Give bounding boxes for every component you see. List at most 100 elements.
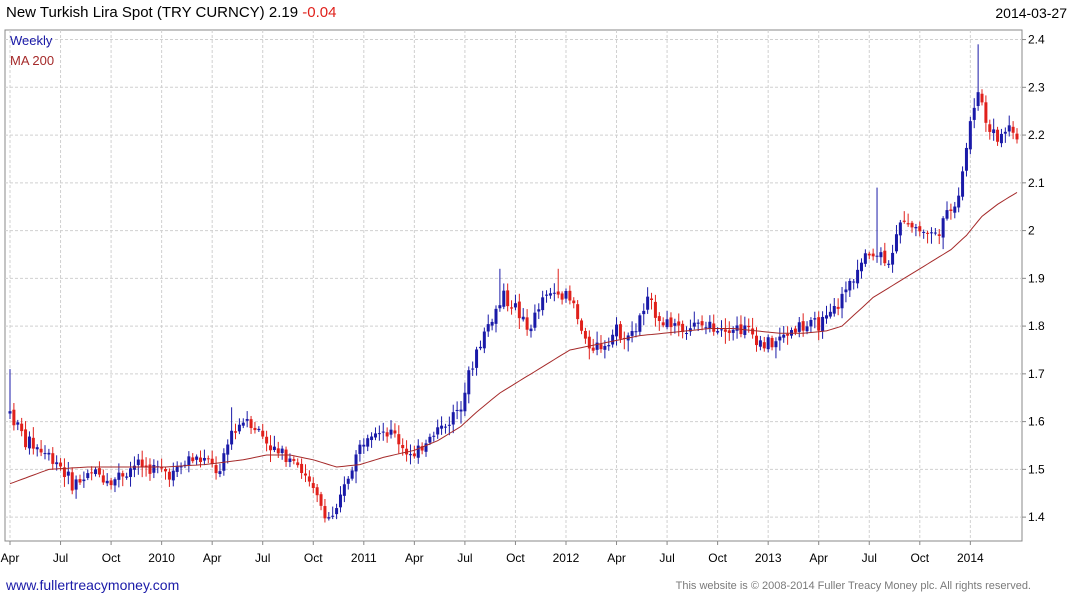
x-tick-label: 2013 [755, 551, 782, 565]
candle-body [160, 467, 164, 469]
candle-body [681, 323, 685, 333]
candle-body [51, 453, 55, 464]
candle-body [284, 449, 288, 463]
x-tick-label: Apr [405, 551, 424, 565]
candle-body [276, 448, 280, 454]
candle-body [373, 433, 377, 438]
candle-body [556, 291, 560, 295]
legend-entry: Weekly [10, 33, 53, 48]
candle-body [249, 419, 253, 429]
candle-body [859, 262, 863, 272]
candle-body [471, 368, 475, 370]
candle-body [941, 218, 945, 238]
candle-body [27, 436, 31, 449]
candle-body [587, 336, 591, 349]
candle-body [840, 293, 844, 309]
candle-body [117, 472, 121, 480]
candle-body [926, 232, 930, 234]
candle-body [793, 328, 797, 333]
candle-body [634, 331, 638, 333]
candle-body [836, 306, 840, 309]
candle-body [883, 250, 887, 264]
candle-body [513, 303, 517, 308]
candle-body [463, 392, 467, 412]
site-link[interactable]: www.fullertreacymoney.com [6, 577, 180, 593]
candle-body [572, 300, 576, 304]
candle-body [863, 253, 867, 264]
candle-body [346, 478, 350, 484]
y-tick-label: 1.5 [1028, 462, 1045, 476]
x-tick-label: Oct [304, 551, 323, 565]
candle-body [615, 324, 619, 337]
candle-body [300, 463, 304, 474]
candle-body [521, 316, 525, 320]
candle-body [94, 469, 98, 475]
candle-body [564, 290, 568, 299]
candle-body [580, 320, 584, 331]
candle-body [140, 459, 144, 468]
candle-body [510, 307, 514, 309]
candle-body [86, 473, 90, 479]
candle-body [296, 462, 300, 466]
candle-body [171, 470, 175, 481]
candle-body [144, 465, 148, 467]
candle-body [988, 124, 992, 132]
candle-body [342, 484, 346, 496]
x-tick-label: Oct [910, 551, 929, 565]
candle-body [891, 252, 895, 265]
candle-body [370, 436, 374, 441]
candle-body [894, 234, 898, 252]
candle-body [447, 424, 451, 426]
candle-body [327, 517, 331, 519]
candle-body [607, 345, 611, 347]
x-tick-label: Jul [457, 551, 472, 565]
candle-body [451, 412, 455, 425]
candle-body [1007, 125, 1011, 132]
candle-body [443, 426, 447, 428]
candle-body [230, 430, 234, 445]
candle-body [74, 479, 78, 490]
candle-body [393, 430, 397, 434]
candle-body [972, 107, 976, 120]
candle-body [191, 457, 195, 462]
y-tick-label: 1.8 [1028, 319, 1045, 333]
candle-body [405, 448, 409, 455]
candle-body [420, 446, 424, 451]
candle-body [723, 329, 727, 332]
candle-body [237, 424, 241, 432]
candle-body [953, 206, 957, 213]
candle-body [202, 457, 206, 461]
candle-body [241, 422, 245, 426]
candle-body [187, 456, 191, 465]
candle-body [949, 209, 953, 211]
candle-body [630, 331, 634, 336]
candle-body [350, 470, 354, 479]
candle-body [152, 464, 156, 473]
candle-body [984, 102, 988, 123]
candle-body [817, 317, 821, 331]
x-tick-label: Oct [102, 551, 121, 565]
candle-body [537, 309, 541, 312]
candle-body [175, 465, 179, 472]
candle-body [999, 133, 1003, 144]
candle-body [871, 253, 875, 257]
candle-body [261, 430, 265, 437]
y-tick-label: 1.6 [1028, 415, 1045, 429]
candle-body [696, 322, 700, 324]
candle-body [758, 340, 762, 347]
x-tick-label: Oct [708, 551, 727, 565]
candle-body [906, 223, 910, 225]
candle-body [929, 232, 933, 234]
x-tick-label: Apr [607, 551, 626, 565]
candle-body [401, 445, 405, 449]
price-change: -0.04 [302, 4, 337, 21]
candle-body [265, 436, 269, 444]
y-tick-label: 1.7 [1028, 367, 1045, 381]
candle-body [66, 471, 70, 476]
candle-body [47, 452, 51, 455]
candle-body [498, 305, 502, 309]
candle-body [712, 323, 716, 332]
candle-body [685, 333, 689, 335]
candle-body [661, 322, 665, 326]
